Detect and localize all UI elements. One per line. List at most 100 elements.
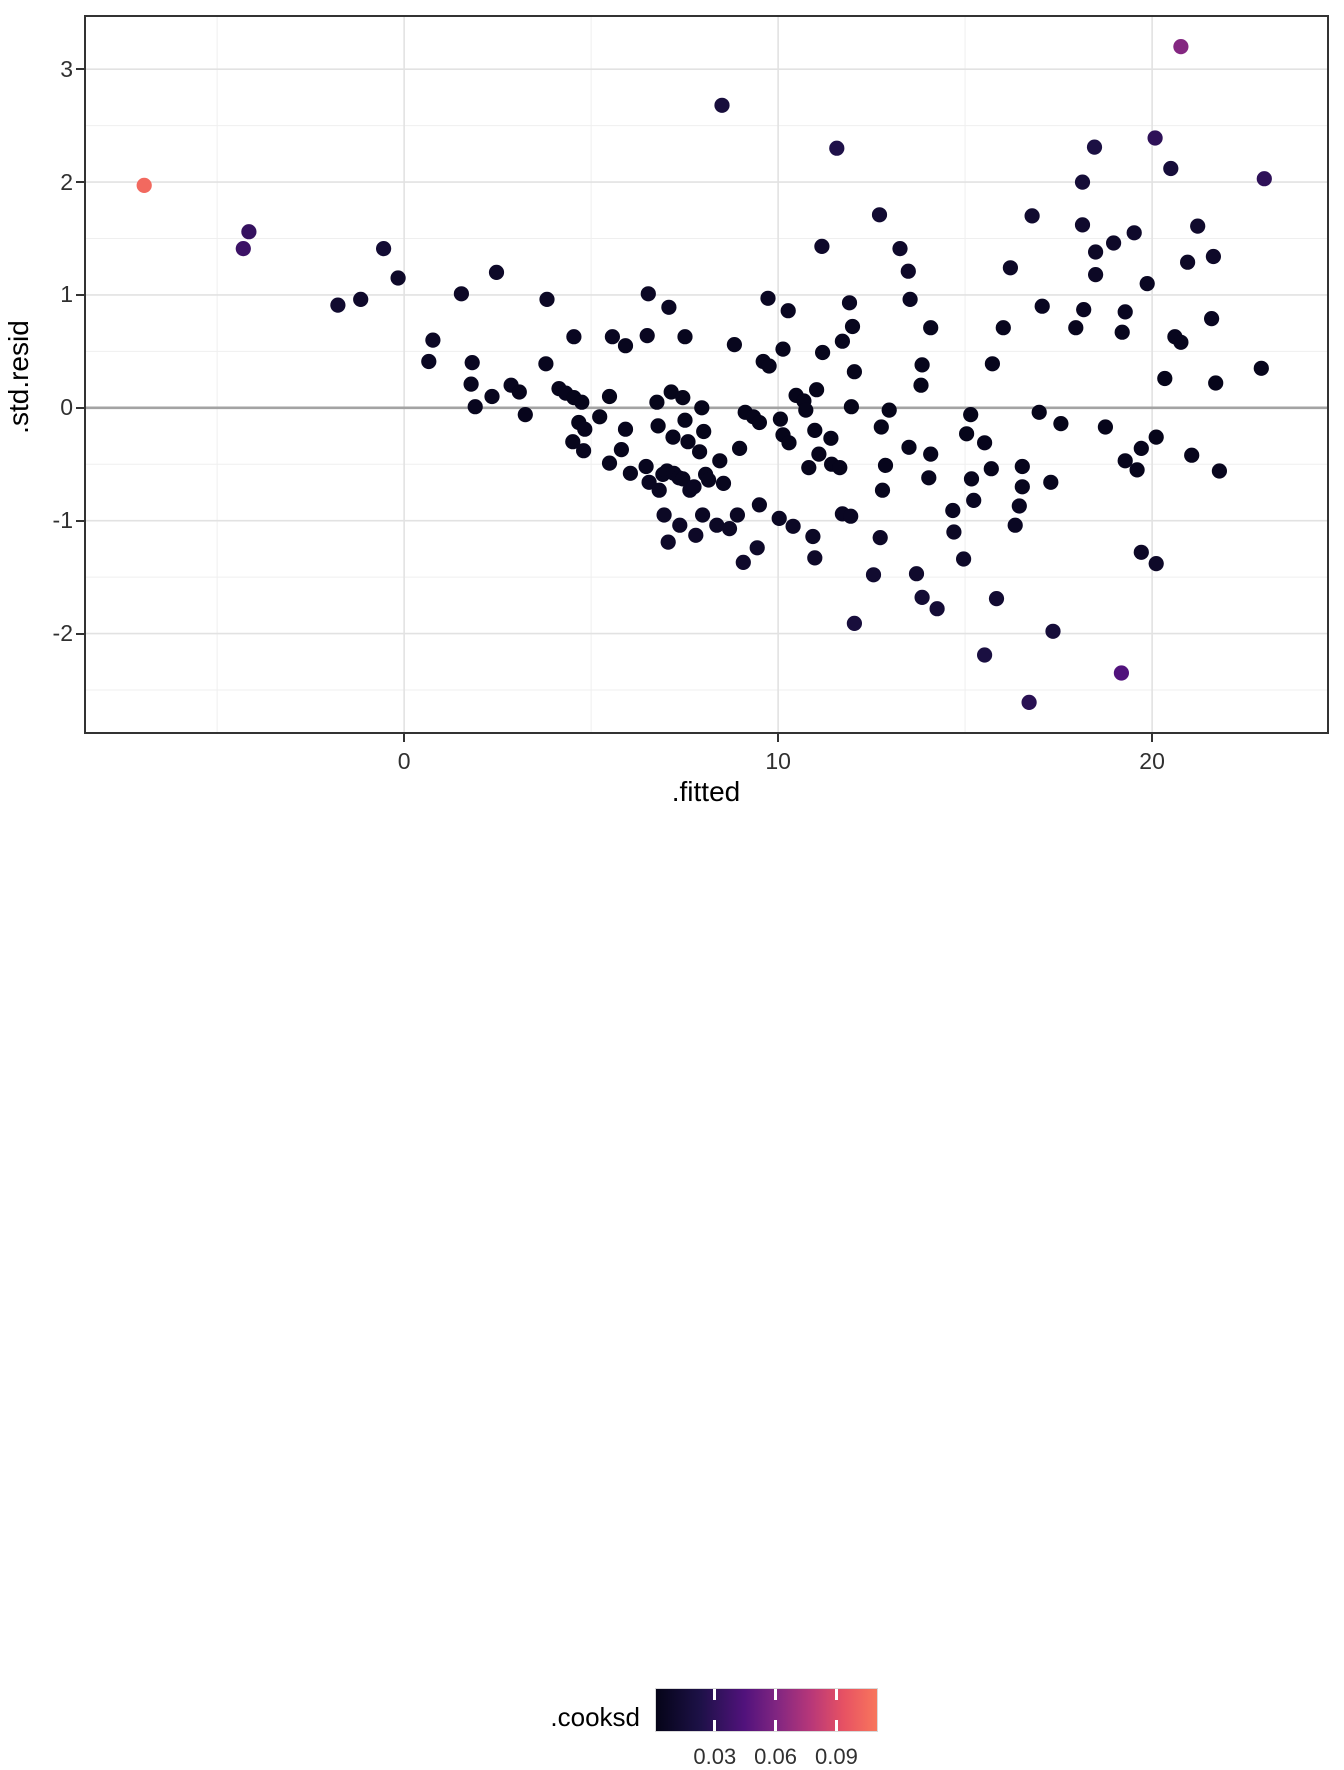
x-tick-label: 10 bbox=[765, 748, 791, 774]
data-point bbox=[709, 517, 725, 533]
data-point bbox=[601, 388, 618, 405]
colorbar-tick-mark bbox=[713, 1689, 717, 1700]
y-tick-label: 1 bbox=[60, 281, 73, 308]
data-point bbox=[677, 412, 693, 428]
data-point bbox=[732, 440, 748, 456]
data-point bbox=[1053, 416, 1069, 432]
data-point bbox=[574, 394, 590, 410]
data-point bbox=[1163, 160, 1179, 177]
data-point bbox=[511, 384, 527, 400]
data-point bbox=[1024, 208, 1040, 224]
colorbar-tick-mark bbox=[774, 1689, 778, 1700]
data-point bbox=[1148, 556, 1164, 572]
data-point bbox=[1074, 174, 1091, 190]
scatter-canvas bbox=[84, 15, 1329, 734]
data-point bbox=[517, 407, 533, 423]
data-point bbox=[686, 479, 702, 495]
data-point bbox=[601, 455, 618, 471]
colorbar-tick-mark bbox=[834, 1720, 838, 1731]
data-point bbox=[1106, 235, 1122, 251]
data-point bbox=[984, 356, 1001, 372]
data-point bbox=[780, 303, 796, 319]
data-point bbox=[963, 407, 979, 423]
data-point bbox=[1256, 171, 1272, 187]
data-point bbox=[613, 442, 630, 458]
x-axis-title: .fitted bbox=[671, 776, 741, 807]
colorbar-gradient: 0.03 0.06 0.09 bbox=[655, 1688, 878, 1769]
y-axis-title: .std.resid bbox=[3, 320, 34, 434]
data-point bbox=[881, 402, 897, 418]
data-point bbox=[1204, 311, 1220, 327]
y-tick-mark bbox=[76, 406, 84, 409]
data-point bbox=[1014, 458, 1030, 475]
y-tick-label: 3 bbox=[60, 55, 73, 82]
data-point bbox=[929, 601, 945, 617]
data-point bbox=[1147, 130, 1163, 146]
data-point bbox=[977, 647, 993, 663]
data-point bbox=[914, 357, 930, 373]
data-point bbox=[1117, 304, 1133, 320]
data-point bbox=[807, 422, 823, 438]
data-point bbox=[1045, 623, 1061, 639]
data-point bbox=[688, 527, 704, 543]
data-point bbox=[1088, 244, 1104, 260]
data-point bbox=[1068, 320, 1084, 336]
data-point bbox=[1133, 440, 1149, 456]
data-point bbox=[1148, 429, 1164, 445]
data-point bbox=[694, 400, 710, 416]
data-point bbox=[771, 510, 787, 526]
y-tick-mark bbox=[76, 632, 84, 635]
y-tick-mark bbox=[76, 181, 84, 184]
y-tick-label: -1 bbox=[52, 507, 73, 534]
data-point bbox=[815, 344, 831, 361]
data-point bbox=[538, 356, 554, 372]
data-point bbox=[592, 409, 608, 425]
data-point bbox=[843, 508, 859, 524]
data-point bbox=[488, 264, 505, 280]
data-point bbox=[566, 329, 582, 345]
data-point bbox=[843, 399, 860, 415]
data-point bbox=[921, 470, 937, 486]
data-point bbox=[715, 475, 732, 491]
data-point bbox=[775, 341, 791, 357]
data-point bbox=[1014, 479, 1030, 495]
data-point bbox=[1034, 298, 1050, 314]
data-point bbox=[901, 439, 917, 455]
data-point bbox=[235, 241, 251, 257]
data-point bbox=[729, 507, 746, 523]
data-point bbox=[390, 270, 406, 286]
data-point bbox=[1097, 419, 1113, 435]
data-point bbox=[539, 291, 555, 307]
data-point bbox=[672, 517, 688, 533]
data-point bbox=[484, 388, 500, 405]
data-point bbox=[873, 419, 889, 435]
data-point bbox=[639, 328, 655, 344]
data-point bbox=[963, 471, 980, 487]
data-point bbox=[988, 591, 1005, 607]
data-point bbox=[956, 551, 972, 567]
y-tick-mark bbox=[76, 519, 84, 522]
data-point bbox=[604, 329, 621, 345]
y-tick-label: 2 bbox=[60, 168, 73, 195]
data-point bbox=[660, 534, 676, 550]
data-point bbox=[353, 291, 369, 307]
data-point bbox=[1117, 453, 1133, 469]
data-point bbox=[760, 290, 776, 306]
data-point bbox=[1180, 254, 1196, 270]
data-point bbox=[781, 435, 797, 451]
data-point bbox=[900, 263, 916, 279]
data-point bbox=[1173, 39, 1189, 55]
data-point bbox=[1184, 447, 1200, 463]
colorbar-tick-label: 0.06 bbox=[754, 1744, 797, 1769]
data-point bbox=[714, 97, 730, 113]
data-point bbox=[846, 364, 863, 380]
data-point bbox=[785, 518, 801, 534]
y-tick-mark bbox=[76, 68, 84, 71]
data-point bbox=[241, 224, 257, 240]
data-point bbox=[1076, 302, 1092, 318]
data-point bbox=[695, 507, 711, 523]
x-tick-label: 0 bbox=[397, 748, 411, 774]
data-point bbox=[1043, 474, 1059, 490]
data-point bbox=[576, 443, 592, 459]
data-point bbox=[832, 460, 848, 476]
